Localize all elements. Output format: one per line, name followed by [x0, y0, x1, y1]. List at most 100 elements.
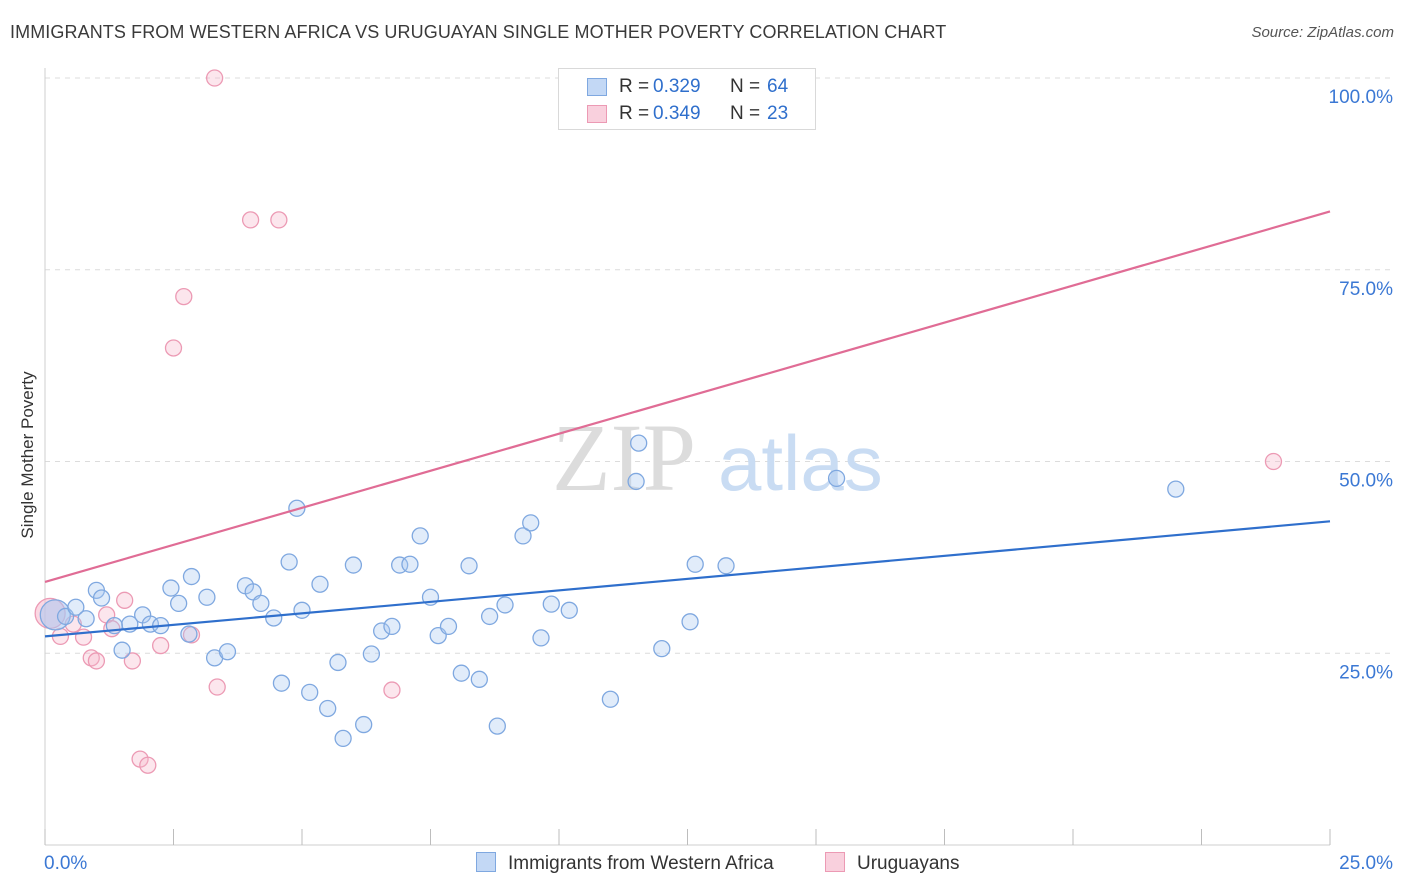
data-point-uruguayans: [116, 591, 134, 609]
data-point-uruguayans: [151, 636, 170, 655]
data-point-western-africa: [311, 575, 329, 593]
legend-swatch-blue: [476, 852, 496, 872]
data-point-western-africa: [653, 639, 671, 658]
data-point-western-africa: [452, 664, 470, 682]
data-point-western-africa: [460, 557, 478, 575]
legend-label-uruguayans: Uruguayans: [857, 853, 960, 874]
legend-r-label: R =: [619, 103, 650, 124]
data-point-western-africa: [514, 527, 532, 545]
trend-lines: [44, 210, 1331, 638]
data-point-western-africa: [630, 434, 648, 452]
legend-label-western-africa: Immigrants from Western Africa: [508, 853, 774, 874]
data-point-western-africa: [113, 641, 131, 659]
data-point-western-africa: [470, 670, 488, 688]
watermark-atlas: atlas: [718, 419, 883, 507]
y-tick-label: 50.0%: [1339, 471, 1393, 492]
legend-n-value: 23: [767, 103, 789, 124]
data-point-western-africa: [67, 598, 85, 616]
data-point-western-africa: [488, 717, 506, 735]
data-point-western-africa: [169, 594, 188, 613]
data-point-uruguayans: [139, 756, 157, 774]
data-point-western-africa: [717, 557, 735, 575]
legend-n-label: N =: [730, 103, 761, 124]
western-africa-points: [39, 434, 1185, 748]
data-point-uruguayans: [82, 649, 100, 667]
y-tick-label: 25.0%: [1339, 662, 1393, 683]
y-tick-label: 75.0%: [1339, 279, 1393, 300]
data-point-western-africa: [77, 610, 95, 628]
data-point-western-africa: [182, 567, 201, 586]
tick-labels: 25.0% 50.0% 75.0% 100.0% 0.0% 25.0%: [44, 87, 1393, 874]
stats-legend: R = 0.329 N = 64 R = 0.349 N = 23: [558, 68, 816, 130]
legend-n-value: 64: [767, 76, 789, 97]
data-point-western-africa: [686, 555, 704, 573]
axes: [44, 68, 1331, 846]
data-point-uruguayans: [241, 211, 260, 229]
data-point-western-africa: [532, 629, 550, 647]
data-point-western-africa: [301, 683, 319, 702]
data-point-western-africa: [383, 617, 401, 636]
trend-line-western-africa: [44, 520, 1331, 638]
legend-swatch-pink: [825, 852, 845, 872]
data-point-western-africa: [362, 645, 381, 663]
data-point-western-africa: [627, 472, 645, 491]
data-point-uruguayans: [175, 287, 193, 306]
legend-item-western-africa: Immigrants from Western Africa: [476, 852, 774, 875]
watermark-zip: ZIP: [552, 404, 696, 511]
data-point-western-africa: [162, 579, 180, 597]
data-point-western-africa: [293, 601, 311, 619]
data-point-uruguayans: [164, 339, 183, 357]
data-point-western-africa: [1167, 480, 1185, 498]
data-point-western-africa: [319, 699, 337, 718]
data-point-western-africa: [39, 599, 71, 631]
data-point-western-africa: [218, 643, 237, 661]
data-point-western-africa: [280, 553, 298, 571]
data-point-uruguayans: [1264, 452, 1283, 471]
data-point-western-africa: [265, 609, 283, 627]
legend-r-value: 0.349: [653, 103, 701, 124]
legend-r-value: 0.329: [653, 76, 701, 97]
data-point-western-africa: [198, 588, 216, 606]
data-point-western-africa: [401, 555, 419, 573]
data-point-western-africa: [439, 617, 458, 636]
data-point-western-africa: [272, 674, 291, 692]
data-point-western-africa: [522, 514, 540, 532]
legend-row-pink: R = 0.349 N = 23: [559, 103, 815, 127]
data-point-uruguayans: [87, 652, 106, 670]
data-point-western-africa: [180, 625, 198, 643]
legend-n-label: N =: [730, 76, 761, 97]
data-point-uruguayans: [383, 681, 401, 699]
data-point-uruguayans: [123, 652, 142, 670]
legend-row-blue: R = 0.329 N = 64: [559, 76, 815, 100]
data-point-western-africa: [329, 653, 347, 672]
data-point-western-africa: [601, 690, 620, 708]
x-tick-label: 25.0%: [1339, 853, 1393, 874]
data-point-western-africa: [480, 607, 499, 626]
data-point-uruguayans: [208, 678, 226, 696]
y-tick-label: 100.0%: [1329, 87, 1394, 108]
data-point-western-africa: [92, 589, 111, 607]
source-label: Source: ZipAtlas.com: [1251, 24, 1394, 41]
watermark: ZIP atlas: [552, 404, 883, 511]
data-point-western-africa: [496, 596, 514, 614]
data-point-western-africa: [560, 601, 578, 619]
data-point-western-africa: [344, 556, 363, 574]
data-point-western-africa: [373, 622, 391, 640]
data-point-uruguayans: [205, 69, 224, 87]
data-point-western-africa: [252, 594, 270, 613]
legend-item-uruguayans: Uruguayans: [825, 852, 959, 875]
legend-swatch-pink: [587, 105, 607, 123]
data-point-uruguayans: [270, 211, 288, 229]
data-point-western-africa: [334, 729, 352, 748]
chart-title: IMMIGRANTS FROM WESTERN AFRICA VS URUGUA…: [10, 22, 947, 42]
legend-swatch-blue: [587, 78, 607, 96]
trend-line-uruguayans: [44, 210, 1331, 583]
x-tick-label: 0.0%: [44, 853, 87, 874]
data-point-western-africa: [411, 527, 429, 545]
data-point-western-africa: [542, 595, 560, 613]
legend-r-label: R =: [619, 76, 650, 97]
data-point-western-africa: [355, 715, 373, 734]
data-point-western-africa: [681, 613, 699, 631]
gridlines: [45, 77, 1392, 654]
